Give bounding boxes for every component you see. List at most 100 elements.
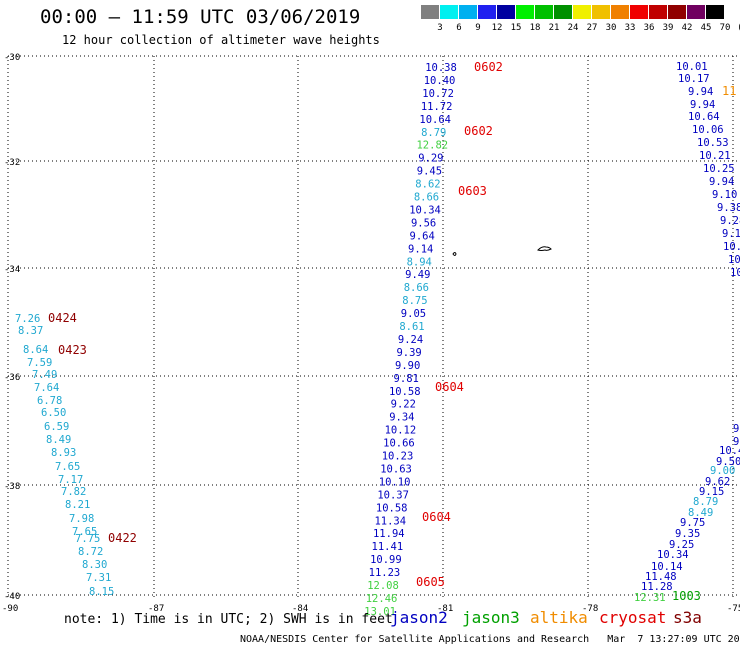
wave-height-value: 9.94 [688, 86, 713, 98]
scale-label: 27 [586, 23, 598, 33]
satellite-cryosat: cryosat [599, 608, 667, 627]
lon-tick-label: -78 [582, 604, 598, 614]
wave-height-value: 10.0 [723, 241, 740, 253]
wave-height-value: 8.37 [18, 325, 43, 337]
wave-height-value: 8.72 [78, 546, 103, 558]
wave-height-value: 9 [733, 423, 739, 435]
wave-height-value: 8.93 [51, 447, 76, 459]
scale-swatch [706, 5, 724, 19]
wave-height-value: 7.64 [34, 382, 59, 394]
wave-height-value: 12.08 [367, 580, 399, 592]
scale-swatch [459, 5, 477, 19]
wave-height-value: 8.61 [399, 321, 424, 333]
wave-height-value: 9.38 [717, 202, 740, 214]
wave-height-value: 9.25 [669, 539, 694, 551]
wave-height-value: 8.66 [404, 282, 429, 294]
track-time-label: 1003 [672, 589, 701, 603]
wave-height-value: 9.81 [394, 373, 419, 385]
wave-height-value: 7.82 [61, 486, 86, 498]
track-time-label: 0422 [108, 531, 137, 545]
scale-label: 9 [475, 23, 481, 33]
wave-height-value: 7.98 [69, 513, 94, 525]
wave-height-value: 12.82 [416, 140, 448, 152]
wave-height-value: 10.64 [688, 111, 720, 123]
wave-height-value: 11.94 [373, 528, 405, 540]
wave-height-value: 10.25 [703, 163, 735, 175]
lon-tick-label: -81 [437, 604, 453, 614]
scale-swatch [478, 5, 496, 19]
wave-height-value: 7.26 [15, 313, 40, 325]
satellite-s3a: s3a [673, 608, 702, 627]
wave-height-value: 9.29 [418, 153, 443, 165]
wave-height-value: 10.34 [657, 549, 689, 561]
wave-height-value: 9.34 [389, 412, 414, 424]
scale-label: 42 [681, 23, 693, 33]
wave-height-value: 9.50 [716, 456, 740, 468]
scale-label: 21 [548, 23, 560, 33]
wave-height-value: 9 [733, 436, 739, 448]
wave-height-value: 9.35 [675, 528, 700, 540]
wave-height-value: 9.22 [391, 399, 416, 411]
track-time-label: 11 [722, 84, 736, 98]
wave-height-value: 10 [730, 267, 740, 279]
wave-height-value: 10 [728, 254, 740, 266]
wave-height-value: 7.75 [75, 533, 100, 545]
scale-swatch [440, 5, 458, 19]
scale-label: 30 [605, 23, 617, 33]
lat-tick-label: -38 [4, 482, 20, 492]
scale-swatch [611, 5, 629, 19]
wave-height-value: 11.48 [645, 571, 677, 583]
scale-swatch [630, 5, 648, 19]
wave-height-value: 8.21 [65, 499, 90, 511]
track-time-label: 0605 [416, 575, 445, 589]
wave-height-value: 9.49 [405, 269, 430, 281]
wave-height-value: 10.34 [409, 204, 441, 216]
wave-height-value: 10.99 [370, 554, 402, 566]
lat-tick-label: -34 [4, 265, 20, 275]
wave-height-value: 12.31 [634, 592, 666, 604]
scale-label: 3 [437, 23, 443, 33]
wave-height-value: 10.10 [379, 476, 411, 488]
wave-height-value: 7.49 [32, 369, 57, 381]
wave-height-value: 9.10 [712, 189, 737, 201]
track-time-label: 0424 [48, 311, 77, 325]
scale-swatch [497, 5, 515, 19]
lat-tick-label: -30 [4, 53, 20, 63]
satellite-jason3: jason3 [462, 608, 520, 627]
wave-height-value: 11.41 [372, 541, 404, 553]
island-large [537, 246, 552, 251]
satellite-altika: altika [530, 608, 588, 627]
wave-height-value: 7.31 [86, 572, 111, 584]
scale-label: 39 [662, 23, 674, 33]
page-subtitle: 12 hour collection of altimeter wave hei… [62, 33, 380, 47]
wave-height-value: 10.63 [380, 463, 412, 475]
track-time-label: 0604 [435, 380, 464, 394]
wave-height-value: 11.28 [641, 581, 673, 593]
map-grid [7, 55, 740, 600]
wave-height-value: 9.15 [699, 486, 724, 498]
wave-height-value: 12.46 [366, 593, 398, 605]
wave-height-value: 10.38 [425, 62, 457, 74]
wave-height-value: 10.17 [678, 73, 710, 85]
wave-height-value: 7.17 [58, 474, 83, 486]
islands [452, 246, 552, 256]
scale-label: 15 [510, 23, 522, 33]
scale-label: 45 [700, 23, 712, 33]
scale-swatch [649, 5, 667, 19]
wave-height-value: 9.24 [398, 334, 423, 346]
wave-height-value: 11.34 [374, 515, 406, 527]
scale-label: 12 [491, 23, 503, 33]
track-time-label: 0603 [458, 184, 487, 198]
wave-height-value: 9.94 [709, 176, 734, 188]
axis-tick-labels: -30 -32 -34 -36 -38 -40 -90 -87 -84 -81 -78 -75 [2, 53, 740, 614]
wave-height-value: 8.15 [89, 586, 114, 598]
wave-height-value: 8.75 [402, 295, 427, 307]
wave-height-value: 10.01 [676, 61, 708, 73]
lon-tick-label: -75 [727, 604, 740, 614]
wave-height-value: 8.49 [46, 434, 71, 446]
wave-height-value: 10.12 [385, 425, 417, 437]
wave-height-value: 9.45 [417, 166, 442, 178]
wave-height-value: 9.1 [722, 228, 740, 240]
wave-height-value: 11.72 [421, 101, 453, 113]
